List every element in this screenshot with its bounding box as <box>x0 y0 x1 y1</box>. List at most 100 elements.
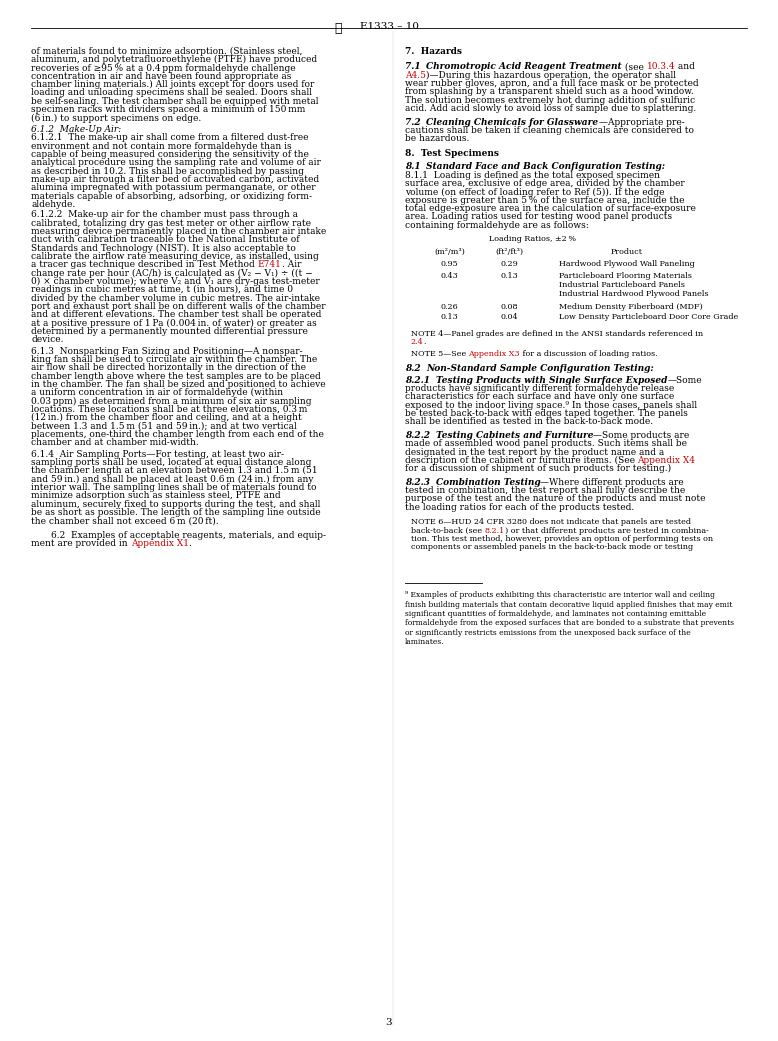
Text: alumina impregnated with potassium permanganate, or other: alumina impregnated with potassium perma… <box>31 183 316 193</box>
Text: analytical procedure using the sampling rate and volume of air: analytical procedure using the sampling … <box>31 158 321 168</box>
Text: ) or that different products are tested in combina-: ) or that different products are tested … <box>505 527 709 535</box>
Text: 3: 3 <box>386 1018 392 1027</box>
Text: capable of being measured considering the sensitivity of the: capable of being measured considering th… <box>31 150 309 159</box>
Text: 6.2  Examples of acceptable reagents, materials, and equip-: 6.2 Examples of acceptable reagents, mat… <box>51 531 325 540</box>
Text: 2.4: 2.4 <box>411 338 423 347</box>
Text: materials capable of absorbing, adsorbing, or oxidizing form-: materials capable of absorbing, adsorbin… <box>31 192 312 201</box>
Text: sampling ports shall be used, located at equal distance along: sampling ports shall be used, located at… <box>31 458 311 467</box>
Text: 0.95: 0.95 <box>441 260 458 269</box>
Text: 8.2: 8.2 <box>405 364 426 374</box>
Text: laminates.: laminates. <box>405 638 444 646</box>
Text: and 59 in.) and shall be placed at least 0.6 m (24 in.) from any: and 59 in.) and shall be placed at least… <box>31 475 314 484</box>
Text: aluminum, securely fixed to supports during the test, and shall: aluminum, securely fixed to supports dur… <box>31 500 321 509</box>
Text: 10.3.4: 10.3.4 <box>647 62 675 72</box>
Text: shall be identified as tested in the back-to-back mode.: shall be identified as tested in the bac… <box>405 417 653 427</box>
Text: designated in the test report by the product name and a: designated in the test report by the pro… <box>405 448 664 457</box>
Text: and: and <box>675 62 696 72</box>
Text: Cleaning Chemicals for Glassware: Cleaning Chemicals for Glassware <box>426 118 598 127</box>
Text: tested in combination, the test report shall fully describe the: tested in combination, the test report s… <box>405 486 685 496</box>
Text: E1333 – 10: E1333 – 10 <box>359 22 419 31</box>
Text: 6.1.2.1  The make-up air shall come from a filtered dust-free: 6.1.2.1 The make-up air shall come from … <box>31 133 309 143</box>
Text: recoveries of ≥95 % at a 0.4 ppm formaldehyde challenge: recoveries of ≥95 % at a 0.4 ppm formald… <box>31 64 296 73</box>
Text: be hazardous.: be hazardous. <box>405 134 469 144</box>
Text: Low Density Particleboard Door Core Grade: Low Density Particleboard Door Core Grad… <box>559 313 738 322</box>
Text: Combination Testing: Combination Testing <box>436 478 541 487</box>
Text: Testing Cabinets and Furniture: Testing Cabinets and Furniture <box>436 431 594 440</box>
Text: at a positive pressure of 1 Pa (0.004 in. of water) or greater as: at a positive pressure of 1 Pa (0.004 in… <box>31 319 317 328</box>
Text: cautions shall be taken if cleaning chemicals are considered to: cautions shall be taken if cleaning chem… <box>405 126 693 135</box>
Text: A4.5: A4.5 <box>405 71 426 80</box>
Text: —Some: —Some <box>668 376 702 385</box>
Text: chamber length above where the test samples are to be placed: chamber length above where the test samp… <box>31 372 321 381</box>
Text: 8.  Test Specimens: 8. Test Specimens <box>405 149 499 158</box>
Text: placements, one-third the chamber length from each end of the: placements, one-third the chamber length… <box>31 430 324 439</box>
Text: aluminum, and polytetrafluoroethylene (PTFE) have produced: aluminum, and polytetrafluoroethylene (P… <box>31 55 317 65</box>
Text: a uniform concentration in air of formaldehyde (within: a uniform concentration in air of formal… <box>31 388 283 398</box>
Text: Industrial Hardwood Plywood Panels: Industrial Hardwood Plywood Panels <box>559 290 708 299</box>
Text: determined by a permanently mounted differential pressure: determined by a permanently mounted diff… <box>31 327 308 336</box>
Text: NOTE 6—HUD 24 CFR 3280 does not indicate that panels are tested: NOTE 6—HUD 24 CFR 3280 does not indicate… <box>411 518 691 527</box>
Text: 0.04: 0.04 <box>501 313 518 322</box>
Text: the chamber shall not exceed 6 m (20 ft).: the chamber shall not exceed 6 m (20 ft)… <box>31 516 219 526</box>
Text: the chamber length at an elevation between 1.3 and 1.5 m (51: the chamber length at an elevation betwe… <box>31 466 317 476</box>
Text: 8.2.3: 8.2.3 <box>405 478 436 487</box>
Text: of materials found to minimize adsorption. (Stainless steel,: of materials found to minimize adsorptio… <box>31 47 303 56</box>
Text: characteristics for each surface and have only one surface: characteristics for each surface and hav… <box>405 392 674 402</box>
Text: acid. Add acid slowly to avoid loss of sample due to splattering.: acid. Add acid slowly to avoid loss of s… <box>405 104 696 113</box>
Text: made of assembled wood panel products. Such items shall be: made of assembled wood panel products. S… <box>405 439 686 449</box>
Text: 7.1: 7.1 <box>405 62 426 72</box>
Text: change rate per hour (AC/h) is calculated as (V₂ − V₁) ÷ ((t −: change rate per hour (AC/h) is calculate… <box>31 269 313 278</box>
Text: surface area, exclusive of edge area, divided by the chamber: surface area, exclusive of edge area, di… <box>405 179 685 188</box>
Text: )—During this hazardous operation, the operator shall: )—During this hazardous operation, the o… <box>426 71 675 80</box>
Text: Loading Ratios, ±2 %: Loading Ratios, ±2 % <box>489 235 576 244</box>
Text: 8.2.2: 8.2.2 <box>405 431 436 440</box>
Text: as described in 10.2. This shall be accomplished by passing: as described in 10.2. This shall be acco… <box>31 167 304 176</box>
Text: environment and not contain more formaldehyde than is: environment and not contain more formald… <box>31 142 292 151</box>
Text: Hardwood Plywood Wall Paneling: Hardwood Plywood Wall Paneling <box>559 260 694 269</box>
Text: divided by the chamber volume in cubic metres. The air-intake: divided by the chamber volume in cubic m… <box>31 294 320 303</box>
Text: 7.  Hazards: 7. Hazards <box>405 47 461 56</box>
Text: tion. This test method, however, provides an option of performing tests on: tion. This test method, however, provide… <box>411 535 713 543</box>
Text: concentration in air and have been found appropriate as: concentration in air and have been found… <box>31 72 292 81</box>
Text: Appendix X1: Appendix X1 <box>131 539 188 549</box>
Text: (12 in.) from the chamber floor and ceiling, and at a height: (12 in.) from the chamber floor and ceil… <box>31 413 302 423</box>
Text: exposure is greater than 5 % of the surface area, include the: exposure is greater than 5 % of the surf… <box>405 196 684 205</box>
Text: ✹: ✹ <box>335 22 342 35</box>
Text: or significantly restricts emissions from the unexposed back surface of the: or significantly restricts emissions fro… <box>405 629 690 637</box>
Text: be tested back-to-back with edges taped together. The panels: be tested back-to-back with edges taped … <box>405 409 688 418</box>
Text: calibrate the airflow rate measuring device, as installed, using: calibrate the airflow rate measuring dev… <box>31 252 319 261</box>
Text: be self-sealing. The test chamber shall be equipped with metal: be self-sealing. The test chamber shall … <box>31 97 319 106</box>
Text: Appendix X3: Appendix X3 <box>468 350 520 358</box>
Text: 8.2.1: 8.2.1 <box>485 527 505 535</box>
Text: between 1.3 and 1.5 m (51 and 59 in.); and at two vertical: between 1.3 and 1.5 m (51 and 59 in.); a… <box>31 422 297 431</box>
Text: ⁹ Examples of products exhibiting this characteristic are interior wall and ceil: ⁹ Examples of products exhibiting this c… <box>405 591 714 600</box>
Text: for a discussion of shipment of such products for testing.): for a discussion of shipment of such pro… <box>405 464 671 474</box>
Text: finish building materials that contain decorative liquid applied finishes that m: finish building materials that contain d… <box>405 601 732 609</box>
Text: 0) × chamber volume); where V₂ and V₁ are dry-gas test-meter: 0) × chamber volume); where V₂ and V₁ ar… <box>31 277 320 286</box>
Text: Testing Products with Single Surface Exposed: Testing Products with Single Surface Exp… <box>436 376 668 385</box>
Text: 0.29: 0.29 <box>501 260 518 269</box>
Text: —Where different products are: —Where different products are <box>541 478 684 487</box>
Text: in the chamber. The fan shall be sized and positioned to achieve: in the chamber. The fan shall be sized a… <box>31 380 326 389</box>
Text: Chromotropic Acid Reagent Treatment: Chromotropic Acid Reagent Treatment <box>426 62 622 72</box>
Text: be as short as possible. The length of the sampling line outside: be as short as possible. The length of t… <box>31 508 321 517</box>
Text: exposed to the indoor living space.⁹ In those cases, panels shall: exposed to the indoor living space.⁹ In … <box>405 401 696 410</box>
Text: E741: E741 <box>258 260 282 270</box>
Text: products have significantly different formaldehyde release: products have significantly different fo… <box>405 384 674 393</box>
Text: device.: device. <box>31 335 64 345</box>
Text: air flow shall be directed horizontally in the direction of the: air flow shall be directed horizontally … <box>31 363 306 373</box>
Text: The solution becomes extremely hot during addition of sulfuric: The solution becomes extremely hot durin… <box>405 96 695 105</box>
Text: total edge-exposure area in the calculation of surface-exposure: total edge-exposure area in the calculat… <box>405 204 696 213</box>
Text: purpose of the test and the nature of the products and must note: purpose of the test and the nature of th… <box>405 494 705 504</box>
Text: make-up air through a filter bed of activated carbon, activated: make-up air through a filter bed of acti… <box>31 175 319 184</box>
Text: locations. These locations shall be at three elevations, 0.3 m: locations. These locations shall be at t… <box>31 405 307 414</box>
Text: (6 in.) to support specimens on edge.: (6 in.) to support specimens on edge. <box>31 113 202 123</box>
Text: king fan shall be used to circulate air within the chamber. The: king fan shall be used to circulate air … <box>31 355 317 364</box>
Text: 0.03 ppm) as determined from a minimum of six air sampling: 0.03 ppm) as determined from a minimum o… <box>31 397 312 406</box>
Text: Non-Standard Sample Configuration Testing:: Non-Standard Sample Configuration Testin… <box>426 364 654 374</box>
Text: Medium Density Fiberboard (MDF): Medium Density Fiberboard (MDF) <box>559 303 703 311</box>
Text: (see: (see <box>622 62 647 72</box>
Text: 8.1.1  Loading is defined as the total exposed specimen: 8.1.1 Loading is defined as the total ex… <box>405 171 660 180</box>
Text: .: . <box>188 539 191 549</box>
Text: 0.13: 0.13 <box>501 272 518 280</box>
